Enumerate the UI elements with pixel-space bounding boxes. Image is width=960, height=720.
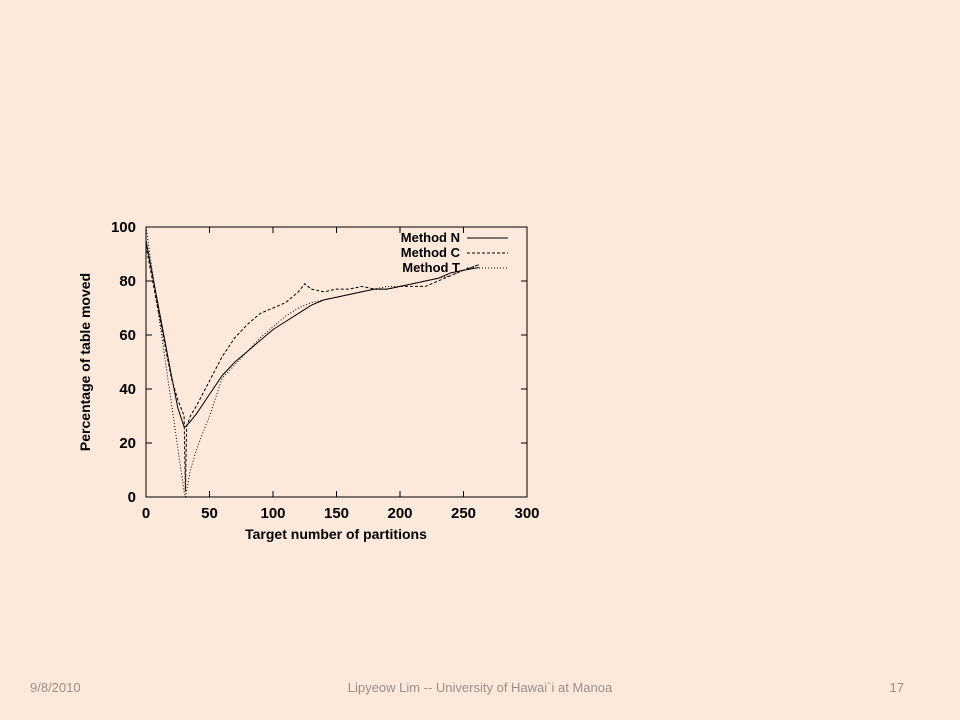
y-tick-label: 0 (128, 489, 136, 506)
series-layer (145, 226, 479, 498)
page-number: 17 (889, 680, 904, 695)
series-line-2 (145, 245, 479, 492)
legend-label: Method N (401, 230, 460, 245)
y-tick-label: 20 (119, 435, 136, 452)
legend-label: Method T (402, 260, 460, 275)
x-tick-label: 150 (324, 505, 349, 522)
x-tick-label: 50 (201, 505, 218, 522)
series-line-3 (145, 226, 479, 498)
x-tick-label: 300 (514, 505, 539, 522)
x-axis-title: Target number of partitions (245, 526, 427, 542)
footer-date: 9/8/2010 (30, 680, 81, 695)
y-tick-label: 40 (119, 381, 136, 398)
y-axis-title: Percentage of table moved (77, 273, 93, 451)
x-tick-label: 0 (142, 505, 150, 522)
footer-text: Lipyeow Lim -- University of Hawai`i at … (347, 680, 613, 695)
x-tick-label: 200 (387, 505, 412, 522)
y-tick-label: 100 (111, 219, 136, 236)
y-tick-label: 60 (119, 327, 136, 344)
axis-ticks: 0 50 100 150 200 250 300 0 20 40 60 80 100 (111, 219, 540, 522)
x-tick-label: 250 (451, 505, 476, 522)
x-tick-label: 100 (260, 505, 285, 522)
y-tick-label: 80 (119, 273, 136, 290)
legend-label: Method C (401, 245, 461, 260)
